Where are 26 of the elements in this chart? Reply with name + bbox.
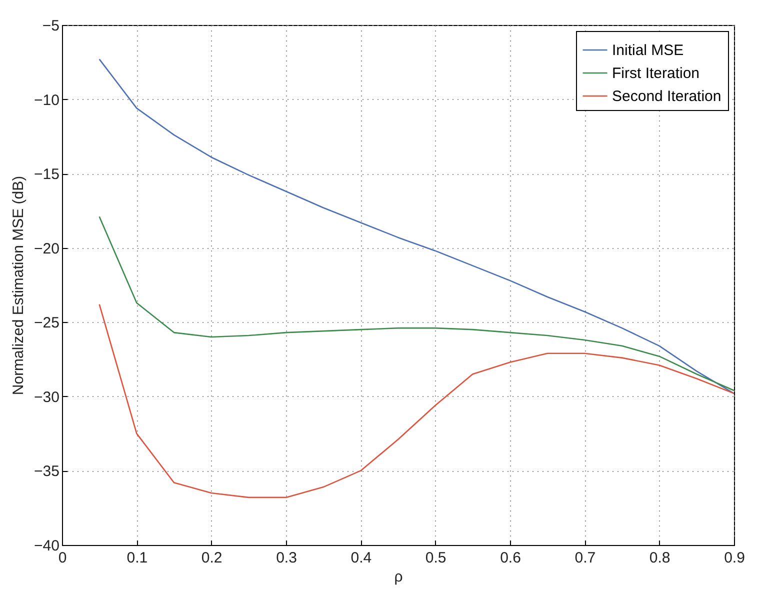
x-tick-label: 0.3 [276,550,297,566]
y-tick-label: −35 [34,463,60,480]
x-tick-label: 0.1 [126,550,148,566]
x-tick-label: 0.9 [724,550,745,566]
x-tick-label: 0.2 [201,550,222,566]
y-axis-title: Normalized Estimation MSE (dB) [10,176,28,396]
y-tick-label: −20 [34,240,60,258]
y-tick-label: −25 [34,314,60,332]
y-tick-label: −10 [34,92,60,109]
line-series [98,304,734,498]
y-tick-label: −15 [34,166,60,184]
x-tick-label: 0 [58,550,67,566]
y-tick-label: −40 [34,538,60,554]
x-tick-label: 0.5 [425,550,446,566]
x-tick-label: 0.8 [649,550,670,566]
x-axis-title: ρ [394,568,403,586]
line-series [98,58,734,394]
y-tick-label: −5 [42,18,60,34]
legend-label: First Iteration [612,65,700,82]
x-tick-label: 0.7 [574,550,596,566]
x-tick-label: 0.6 [500,550,521,566]
y-tick-label: −30 [34,388,60,406]
legend-label: Second Iteration [612,88,722,105]
legend-label: Initial MSE [612,42,684,59]
line-series [98,216,734,392]
x-tick-label: 0.4 [350,550,372,566]
